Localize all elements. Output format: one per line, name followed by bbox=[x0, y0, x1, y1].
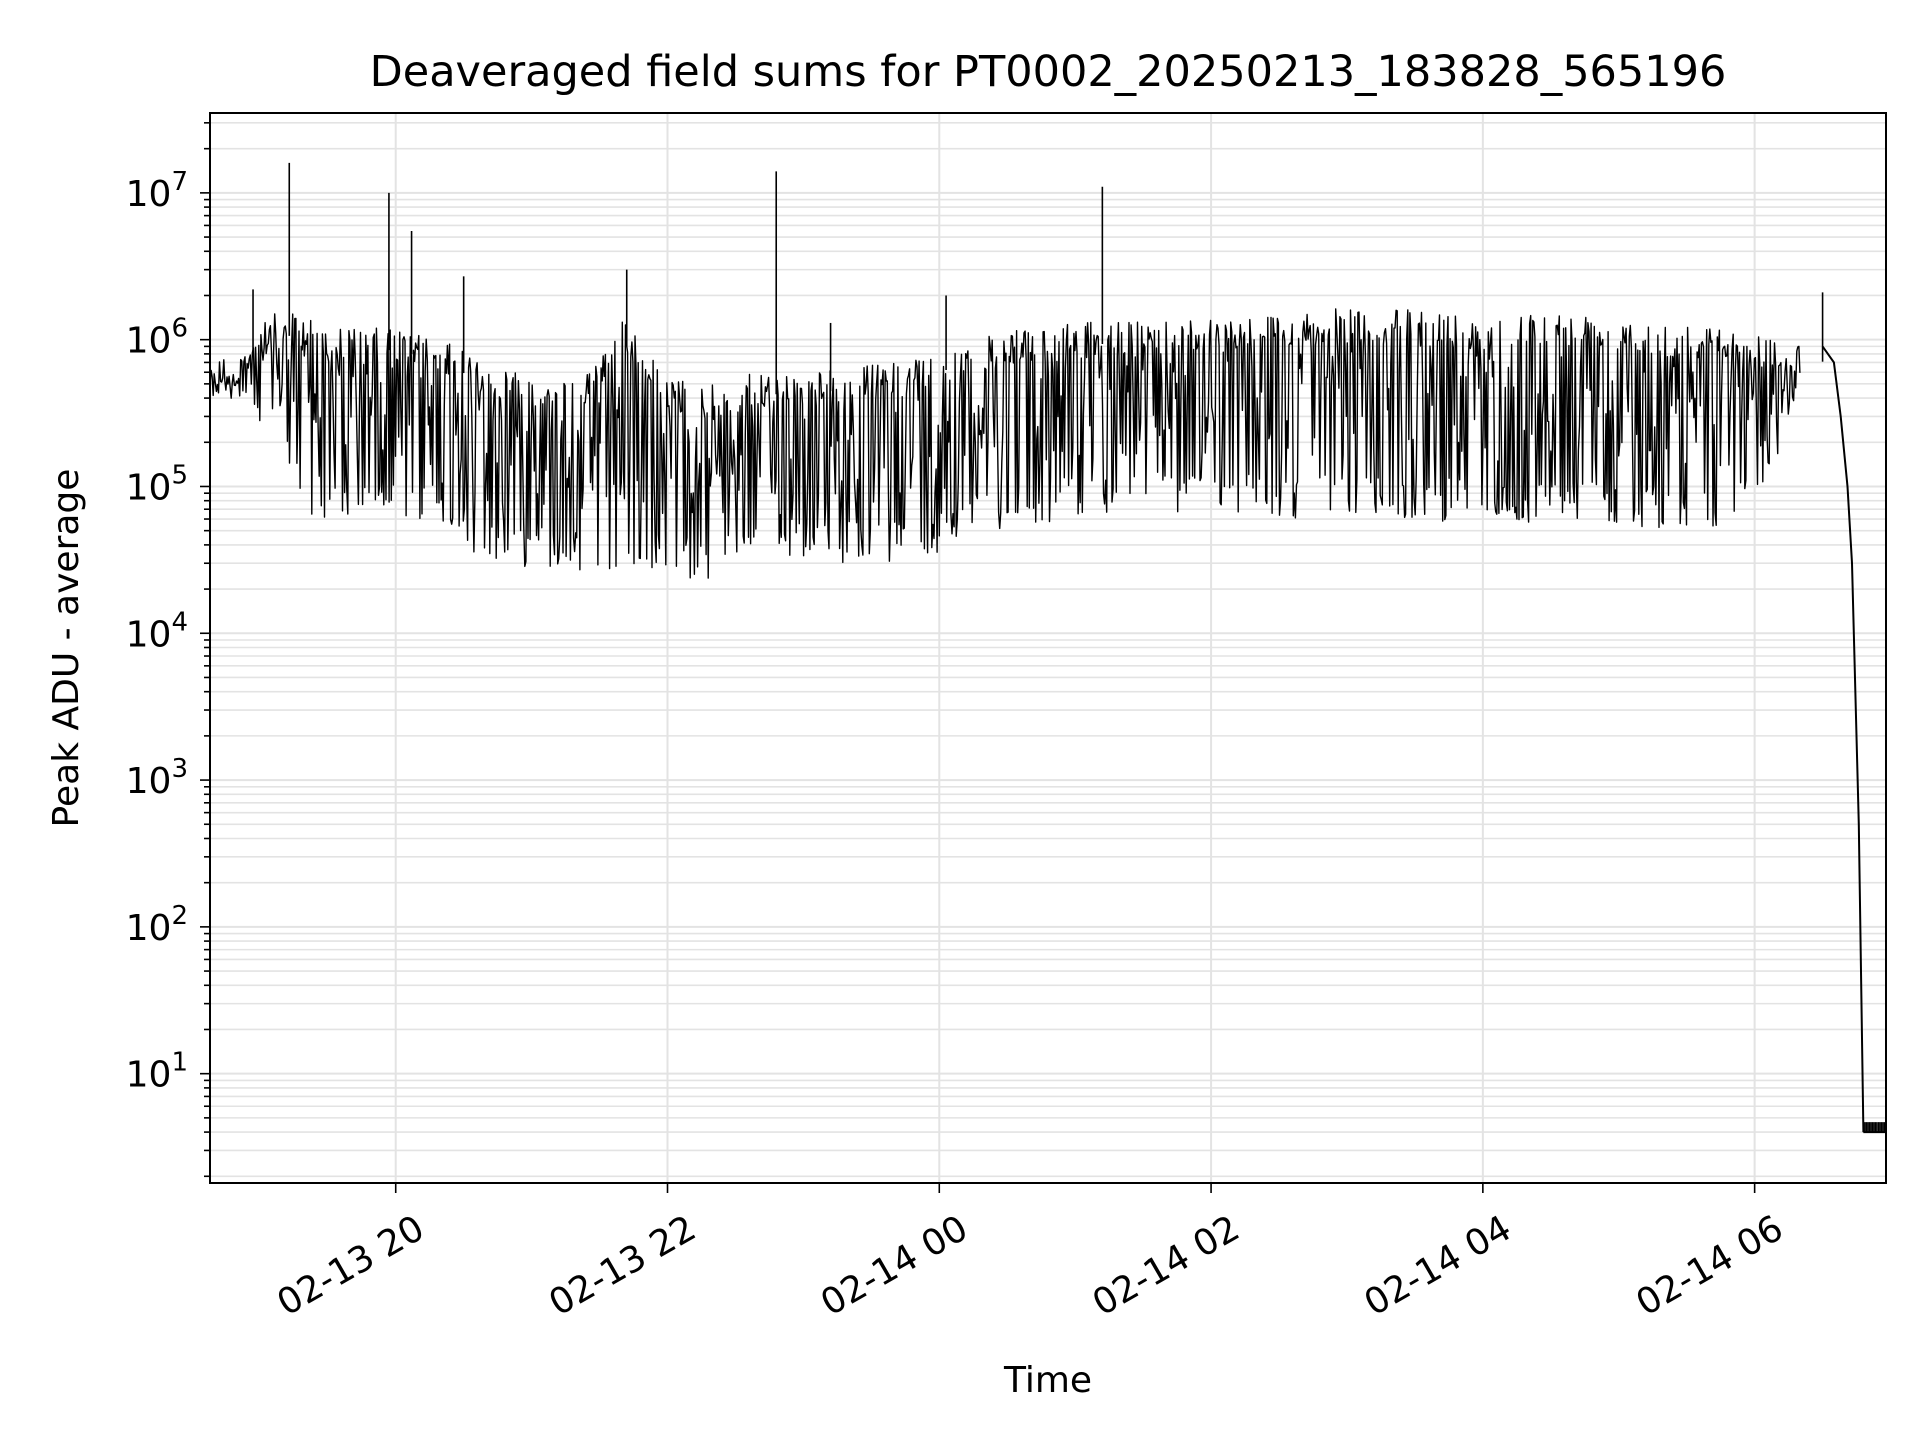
y-tick-label: 103 bbox=[126, 754, 188, 802]
y-tick-label: 104 bbox=[126, 607, 188, 655]
y-tick-base: 10 bbox=[126, 174, 172, 215]
floor-ripple bbox=[1862, 1122, 1887, 1133]
y-tick-exponent: 7 bbox=[171, 167, 188, 197]
y-tick-base: 10 bbox=[126, 761, 172, 802]
y-tick-label: 106 bbox=[126, 314, 188, 362]
y-tick-base: 10 bbox=[126, 614, 172, 655]
y-tick-base: 10 bbox=[126, 1055, 172, 1096]
y-tick-exponent: 3 bbox=[171, 754, 188, 784]
tail-drop-line bbox=[1821, 345, 1865, 1133]
series-line bbox=[209, 308, 1801, 579]
y-tick-exponent: 1 bbox=[171, 1048, 188, 1078]
x-axis-label: Time bbox=[1003, 1360, 1092, 1401]
y-tick-label: 107 bbox=[126, 167, 188, 215]
y-tick-exponent: 4 bbox=[171, 607, 188, 637]
y-tick-exponent: 2 bbox=[171, 901, 188, 931]
data-series bbox=[209, 162, 1887, 1134]
y-tick-exponent: 6 bbox=[171, 314, 188, 344]
y-tick-base: 10 bbox=[126, 467, 172, 508]
y-axis-label: Peak ADU - average bbox=[46, 469, 87, 828]
y-tick-base: 10 bbox=[126, 321, 172, 362]
chart-title: Deaveraged field sums for PT0002_2025021… bbox=[370, 47, 1727, 97]
y-tick-label: 102 bbox=[126, 901, 188, 949]
y-tick-exponent: 5 bbox=[171, 460, 188, 490]
y-tick-base: 10 bbox=[126, 908, 172, 949]
y-tick-label: 105 bbox=[126, 460, 188, 508]
y-tick-label: 101 bbox=[126, 1048, 188, 1096]
